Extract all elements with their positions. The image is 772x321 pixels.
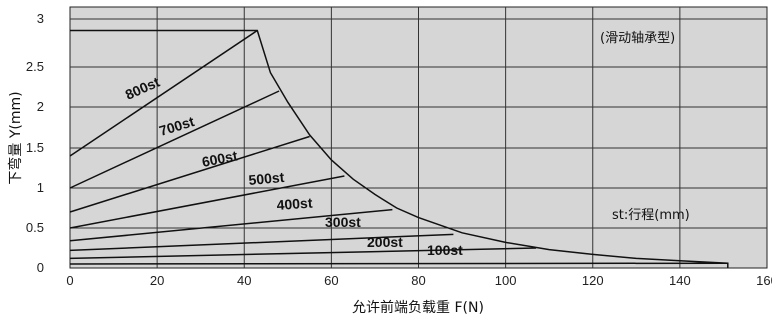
x-tick-label: 20 (150, 273, 164, 288)
x-tick-label: 0 (66, 273, 73, 288)
label-100st: 100st (427, 242, 463, 258)
y-tick-label: 2.5 (26, 59, 44, 74)
label-200st: 200st (367, 234, 403, 250)
x-tick-label: 80 (411, 273, 425, 288)
series-line-500st (69, 175, 345, 229)
y-axis-title: 下弯量 Y(mm) (7, 91, 24, 184)
series-line-300st (69, 233, 454, 252)
grid (70, 7, 767, 268)
label-500st: 500st (248, 169, 285, 188)
series-lines (69, 29, 728, 265)
annotation-bearing-type: (滑动轴承型) (600, 31, 675, 46)
label-400st: 400st (276, 195, 313, 213)
x-tick-label: 140 (669, 273, 691, 288)
x-tick-label: 40 (237, 273, 251, 288)
y-tick-label: 1 (37, 180, 44, 195)
series-line-800st (69, 29, 258, 157)
y-tick-label: 2 (37, 99, 44, 114)
label-300st: 300st (325, 214, 361, 230)
y-tick-label: 0 (37, 260, 44, 275)
series-line-600st (69, 135, 310, 213)
series-line-200st (69, 262, 728, 265)
x-tick-label: 160 (756, 273, 772, 288)
y-tick-label: 1.5 (26, 140, 44, 155)
envelope-curve (70, 29, 729, 268)
series-line-700st (69, 90, 280, 189)
y-tick-label: 3 (37, 11, 44, 26)
x-axis-title: 允许前端负载重 F(N) (352, 299, 484, 316)
annotation-stroke-note: st:行程(mm) (612, 208, 690, 223)
series-line-400st (69, 208, 393, 242)
x-tick-label: 100 (495, 273, 517, 288)
y-tick-label: 0.5 (26, 220, 44, 235)
tick-labels: 0 20 40 60 80 100 120 140 160 0 0.5 1 1.5 2 2.5 3 (26, 11, 772, 288)
label-600st: 600st (201, 147, 240, 170)
series-line-100st (69, 247, 537, 260)
x-tick-label: 60 (324, 273, 338, 288)
x-tick-label: 120 (582, 273, 604, 288)
